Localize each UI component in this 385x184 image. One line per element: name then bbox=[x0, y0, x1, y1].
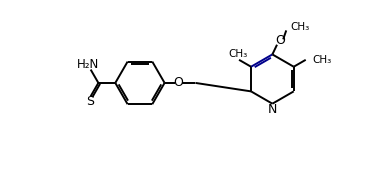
Text: N: N bbox=[268, 103, 277, 116]
Text: CH₃: CH₃ bbox=[228, 49, 247, 59]
Text: CH₃: CH₃ bbox=[291, 22, 310, 32]
Text: O: O bbox=[174, 76, 183, 89]
Text: CH₃: CH₃ bbox=[312, 55, 331, 65]
Text: S: S bbox=[86, 95, 94, 108]
Text: H₂N: H₂N bbox=[77, 58, 99, 71]
Text: O: O bbox=[275, 34, 285, 47]
